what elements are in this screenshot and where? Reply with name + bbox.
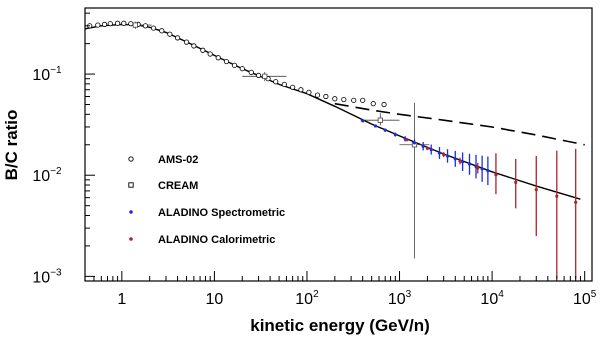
- x-tick-label: 102: [295, 289, 319, 308]
- aladino-spectrometric-point: [467, 162, 472, 166]
- ams-02-point: [239, 66, 245, 72]
- x-tick-label: 10: [206, 291, 224, 308]
- legend-label-cream: CREAM: [158, 180, 198, 192]
- ams-02-point: [174, 35, 181, 41]
- ams-02-point: [332, 96, 338, 102]
- aladino-spectrometric-point: [445, 154, 450, 158]
- ams-02-point: [306, 89, 312, 95]
- ams-02-point: [142, 23, 149, 29]
- ams-02-point: [314, 92, 321, 98]
- aladino-spectrometric-point: [373, 124, 378, 128]
- ams-02-point: [95, 22, 101, 28]
- aladino-spectrometric-point: [412, 141, 417, 145]
- ams-02-point: [351, 97, 357, 103]
- cream-point: [377, 117, 383, 123]
- x-tick-label: 104: [480, 289, 504, 308]
- ams-02-point: [281, 81, 287, 88]
- x-tick-label: 1: [117, 291, 126, 308]
- aladino-calorimetric-point: [514, 180, 518, 184]
- aladino-spectrometric-point: [460, 160, 465, 164]
- ams-02-point: [207, 51, 213, 57]
- ams-02-point: [128, 21, 134, 27]
- aladino-spectrometric-point: [453, 157, 457, 161]
- ams-02-point: [115, 20, 121, 26]
- y-axis-title: B/C ratio: [2, 110, 21, 181]
- x-tick-label: 103: [388, 289, 412, 308]
- x-axis-title: kinetic energy (GeV/n): [250, 316, 430, 335]
- ams-02-point: [200, 47, 206, 53]
- aladino-calorimetric-point: [425, 146, 430, 150]
- aladino-calorimetric-point: [555, 194, 559, 198]
- ams-02-point: [323, 93, 329, 100]
- legend-label-ams-02: AMS-02: [158, 154, 198, 166]
- ams-02-point: [370, 101, 376, 107]
- cream-point: [132, 22, 138, 28]
- model-curves: [84, 23, 585, 200]
- ams-02-point: [298, 87, 304, 93]
- legend-label-aladino-calorimetric: ALADINO Calorimetric: [158, 234, 275, 246]
- ams-02-point: [159, 28, 165, 34]
- dashed-model-curve: [334, 102, 585, 146]
- aladino-calorimetric-point: [405, 137, 409, 142]
- aladino-spectrometric-point: [429, 148, 433, 152]
- aladino-calorimetric-point: [534, 188, 538, 192]
- aladino-spectrometric-point: [486, 169, 490, 173]
- axis-ticks: 1 10 102 103 104 105 10−3 10−2 10−1: [32, 12, 597, 308]
- y-tick-label: 10−3: [32, 267, 62, 286]
- ams-02-point: [231, 62, 238, 68]
- aladino-spectrometric-point: [480, 167, 484, 171]
- ams-02-point: [341, 96, 347, 103]
- x-tick-label: 105: [573, 289, 597, 308]
- ams-02-point: [191, 43, 197, 49]
- ams-02-point: [121, 20, 127, 26]
- aladino-calorimetric-point: [476, 166, 480, 170]
- y-tick-label: 10−1: [32, 65, 62, 84]
- legend-marker-ams-02: [128, 156, 134, 162]
- aladino-spectrometric-point: [393, 133, 397, 137]
- aladino-spectrometric-point: [383, 128, 387, 132]
- ams-02-point: [255, 72, 262, 79]
- cream-point: [262, 73, 268, 79]
- legend: AMS-02 CREAM ALADINO Spectrometric ALADINO …: [128, 154, 285, 246]
- ams-02-point: [273, 79, 279, 85]
- aladino-spectrometric-point: [437, 151, 442, 155]
- ams-02-point: [107, 21, 113, 27]
- ams-02-point: [290, 84, 296, 90]
- ams-02-point: [381, 101, 387, 108]
- aladino-spectrometric-point: [421, 144, 425, 148]
- aladino-spectrometric-point: [361, 119, 365, 123]
- ams-02-point: [167, 31, 173, 37]
- aladino-calorimetric-point: [458, 159, 462, 163]
- aladino-calorimetric-point: [494, 173, 498, 177]
- aladino-calorimetric-point: [574, 200, 578, 204]
- ams-02-point: [215, 55, 221, 61]
- ams-02-point: [183, 39, 190, 45]
- solid-model-curve: [84, 23, 581, 200]
- aladino-calorimetric-point: [442, 152, 446, 157]
- legend-marker-cream: [128, 182, 134, 188]
- ams-02-point: [248, 69, 254, 75]
- ams-02-point: [223, 58, 230, 65]
- ams-02-point: [360, 97, 366, 103]
- ams-02-point: [150, 25, 157, 31]
- legend-label-aladino-spectrometric: ALADINO Spectrometric: [158, 207, 285, 219]
- data-points: [87, 20, 578, 204]
- legend-marker-aladino-calorimetric: [129, 237, 133, 241]
- legend-marker-aladino-spectrometric: [129, 210, 133, 214]
- ams-02-point: [101, 21, 108, 27]
- y-tick-label: 10−2: [32, 166, 62, 185]
